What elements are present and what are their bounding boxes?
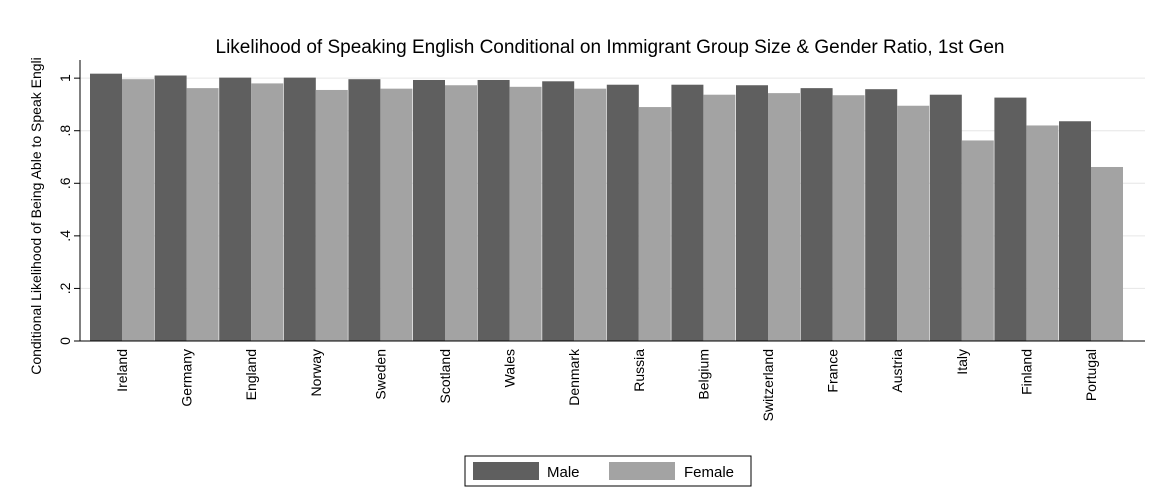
- legend-swatch-female: [609, 462, 675, 480]
- x-tick-label: Portugal: [1083, 349, 1099, 401]
- x-tick-label: Scotland: [437, 349, 453, 403]
- bar-female: [574, 88, 607, 342]
- bar-male: [413, 79, 445, 342]
- legend-label-female: Female: [684, 464, 734, 481]
- bar-male: [671, 84, 704, 341]
- bar-male: [348, 79, 381, 342]
- x-tick-label: Italy: [954, 349, 970, 375]
- x-tick-label: Germany: [179, 349, 195, 407]
- bar-female: [186, 88, 219, 341]
- bar-male: [477, 79, 510, 342]
- x-tick-label: France: [825, 349, 841, 393]
- bar-female: [251, 83, 284, 342]
- bar-male: [800, 88, 833, 341]
- x-tick-label: Russia: [631, 349, 647, 392]
- bar-female: [638, 107, 671, 341]
- bar-male: [929, 94, 962, 342]
- x-tick-label: Norway: [308, 349, 324, 396]
- bar-male: [606, 84, 639, 341]
- x-tick-label: Sweden: [372, 349, 388, 400]
- bar-female: [445, 85, 477, 342]
- y-tick-label: .4: [57, 230, 73, 242]
- y-tick-label: 0: [57, 337, 73, 345]
- x-tick-label: England: [243, 349, 259, 400]
- x-tick-label: Belgium: [695, 349, 711, 400]
- bar-female: [509, 86, 542, 342]
- legend: Male Female: [464, 455, 752, 487]
- x-tick-label: Wales: [502, 349, 518, 387]
- bar-female: [122, 79, 154, 342]
- bar-male: [1059, 121, 1091, 341]
- bar-female: [768, 93, 800, 341]
- x-tick-label: Ireland: [114, 349, 130, 392]
- chart-title: Likelihood of Speaking English Condition…: [216, 37, 1005, 58]
- bar-male: [994, 97, 1027, 341]
- y-tick-label: .2: [57, 282, 73, 294]
- bar-female: [1091, 166, 1123, 341]
- bar-male: [154, 75, 187, 341]
- bar-female: [380, 88, 413, 342]
- y-tick-label: .6: [57, 177, 73, 189]
- bar-male: [90, 73, 122, 341]
- bar-female: [703, 94, 736, 342]
- bar-female: [1026, 125, 1059, 341]
- legend-swatch-male: [473, 462, 539, 480]
- bars: [90, 73, 1123, 342]
- axes: 0 .2 .4 .6 .8 1 Ireland Germany England Norway Swe…: [57, 60, 1145, 421]
- bar-male: [865, 89, 898, 341]
- x-tick-label: Austria: [889, 349, 905, 393]
- bar-male: [219, 77, 252, 342]
- bar-female: [897, 105, 930, 341]
- bar-female: [832, 95, 865, 341]
- bar-female: [315, 89, 348, 341]
- bar-male: [283, 77, 316, 342]
- y-tick-label: .8: [57, 125, 73, 137]
- x-tick-label: Switzerland: [760, 349, 776, 421]
- x-tick-label: Denmark: [566, 348, 582, 406]
- bar-female: [961, 140, 994, 341]
- bar-male: [736, 85, 768, 342]
- x-tick-label: Finland: [1018, 349, 1034, 395]
- legend-label-male: Male: [547, 464, 580, 481]
- y-axis-label: Conditional Likelihood of Being Able to …: [28, 57, 44, 375]
- y-tick-label: 1: [57, 74, 73, 82]
- bar-male: [542, 81, 575, 341]
